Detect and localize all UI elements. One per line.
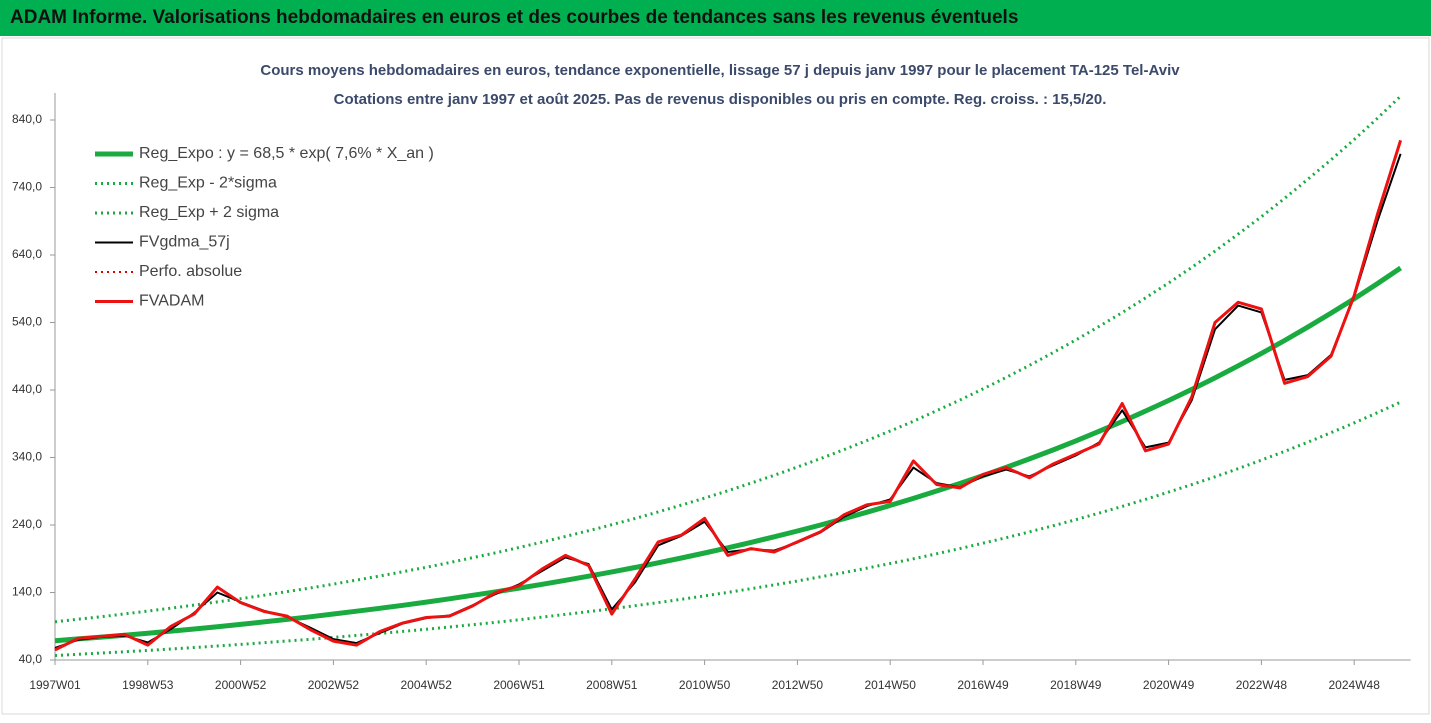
x-tick-label: 2022W48 — [1236, 678, 1288, 692]
x-tick-label: 1998W53 — [122, 678, 174, 692]
series-line — [54, 265, 1402, 644]
x-tick-label: 2004W52 — [401, 678, 453, 692]
x-tick-label: 2014W50 — [865, 678, 917, 692]
x-tick-label: 2024W48 — [1329, 678, 1381, 692]
x-tick-label: 2010W50 — [679, 678, 731, 692]
x-tick-label: 1997W01 — [29, 678, 81, 692]
chart-subtitle: Cotations entre janv 1997 et août 2025. … — [334, 91, 1107, 108]
y-tick-label: 40,0 — [19, 652, 43, 666]
chart-title: Cours moyens hebdomadaires en euros, ten… — [260, 62, 1180, 79]
x-tick-label: 2006W51 — [493, 678, 545, 692]
x-tick-label: 2016W49 — [957, 678, 1009, 692]
y-tick-label: 740,0 — [12, 180, 42, 194]
x-tick-label: 2000W52 — [215, 678, 267, 692]
x-tick-label: 2008W51 — [586, 678, 638, 692]
page-title: ADAM Informe. Valorisations hebdomadaire… — [10, 7, 1018, 28]
chart-frame — [1, 37, 1430, 715]
y-tick-label: 640,0 — [12, 247, 42, 261]
x-tick-label: 2012W50 — [772, 678, 824, 692]
legend-label: Reg_Expo : y = 68,5 * exp( 7,6% * X_an ) — [139, 145, 434, 162]
y-tick-label: 340,0 — [12, 450, 42, 464]
y-tick-label: 840,0 — [12, 112, 42, 126]
y-tick-label: 140,0 — [12, 585, 42, 599]
y-tick-label: 440,0 — [12, 382, 42, 396]
y-tick-label: 240,0 — [12, 517, 42, 531]
y-tick-label: 540,0 — [12, 315, 42, 329]
x-tick-label: 2020W49 — [1143, 678, 1195, 692]
x-tick-label: 2002W52 — [308, 678, 360, 692]
x-tick-label: 2018W49 — [1050, 678, 1102, 692]
series-line — [54, 139, 1403, 652]
title-bar — [0, 0, 1431, 36]
legend-label: FVgdma_57j — [139, 234, 230, 251]
legend-label: Perfo. absolue — [139, 263, 242, 280]
legend-label: FVADAM — [139, 293, 204, 310]
legend-label: Reg_Exp + 2 sigma — [139, 204, 279, 221]
legend-label: Reg_Exp - 2*sigma — [139, 175, 277, 192]
